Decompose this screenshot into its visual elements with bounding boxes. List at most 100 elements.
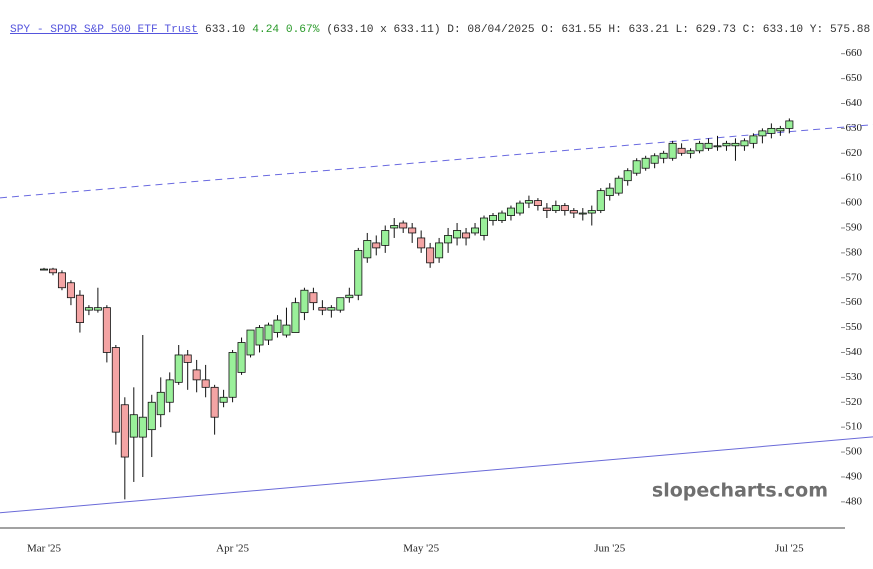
- candle-body: [408, 227, 417, 234]
- candle-body: [93, 307, 102, 311]
- y-tick-label: 640: [846, 97, 863, 109]
- candle-body: [75, 294, 84, 323]
- y-tick-label: 530: [846, 371, 863, 383]
- candle-body: [48, 268, 57, 274]
- candle-body: [246, 329, 255, 356]
- candle-body: [138, 416, 147, 438]
- symbol-link[interactable]: SPY - SPDR S&P 500 ETF Trust: [10, 24, 198, 36]
- candle-body: [650, 155, 659, 164]
- candle-body: [111, 347, 120, 433]
- candle-body: [336, 297, 345, 311]
- candle-body: [686, 150, 695, 154]
- candle-body: [354, 249, 363, 296]
- candle-body: [372, 242, 381, 249]
- watermark: slopecharts.com: [652, 480, 828, 502]
- candle-body: [668, 142, 677, 159]
- candle-body: [345, 294, 354, 299]
- candle-body: [506, 207, 515, 216]
- candle-body: [551, 205, 560, 211]
- candle-body: [704, 142, 713, 149]
- candle-body: [722, 142, 731, 147]
- trendline: [0, 124, 873, 199]
- candle-body: [740, 140, 749, 147]
- y-tick-label: 560: [846, 296, 863, 308]
- y-tick-label: 630: [846, 122, 863, 134]
- candle-body: [156, 391, 165, 416]
- candle-body: [66, 282, 75, 299]
- candle-body: [767, 127, 776, 134]
- candle-body: [57, 272, 66, 289]
- candle-body: [120, 404, 129, 458]
- y-tick-label: 600: [846, 197, 863, 209]
- candle-body: [282, 324, 291, 336]
- y-tick-label: 650: [846, 72, 863, 84]
- candle-body: [426, 247, 435, 264]
- candle-body: [174, 354, 183, 383]
- candle-body: [84, 307, 93, 311]
- candle-body: [587, 210, 596, 214]
- candle-body: [291, 302, 300, 333]
- last-price: 633.10: [204, 24, 246, 36]
- y-tick-label: 590: [846, 222, 863, 234]
- y-tick-label: 570: [846, 271, 863, 283]
- candle-body: [165, 379, 174, 403]
- candle-body: [731, 142, 740, 147]
- candle-body: [596, 190, 605, 211]
- candle-body: [614, 177, 623, 194]
- x-tick-label: Jul '25: [775, 543, 804, 555]
- candle-body: [758, 130, 767, 137]
- candle-body: [417, 237, 426, 249]
- candle-body: [749, 135, 758, 144]
- quote-header: SPY - SPDR S&P 500 ETF Trust 633.10 4.24…: [10, 24, 870, 36]
- quote-details: (633.10 x 633.11) D: 08/04/2025 O: 631.5…: [326, 24, 871, 36]
- candle-body: [102, 307, 111, 353]
- candle-body: [129, 414, 138, 438]
- y-tick-label: 620: [846, 147, 863, 159]
- candle-body: [569, 210, 578, 214]
- candle-body: [40, 268, 49, 271]
- candle-body: [605, 187, 614, 197]
- candle-body: [641, 157, 650, 169]
- candle-body: [524, 200, 533, 204]
- candle-body: [435, 242, 444, 259]
- candle-body: [623, 170, 632, 182]
- y-tick-label: 520: [846, 396, 863, 408]
- x-tick-label: Apr '25: [216, 543, 249, 555]
- y-tick-label: 610: [846, 172, 863, 184]
- trendline: [0, 436, 873, 514]
- y-tick-label: 660: [846, 47, 863, 59]
- candle-body: [713, 145, 722, 148]
- y-tick-label: 490: [846, 470, 863, 482]
- y-tick-label: 540: [846, 346, 863, 358]
- candle-body: [363, 240, 372, 259]
- candle-body: [210, 386, 219, 418]
- candle-body: [219, 396, 228, 403]
- candle-body: [462, 232, 471, 239]
- candle-body: [147, 401, 156, 431]
- candle-body: [237, 342, 246, 373]
- candle-body: [776, 127, 785, 132]
- candle-body: [533, 200, 542, 206]
- candle-body: [300, 289, 309, 314]
- candle-body: [327, 307, 336, 311]
- candle-body: [695, 142, 704, 152]
- candle-body: [560, 205, 569, 211]
- x-tick-label: Jun '25: [594, 543, 626, 555]
- candle-body: [578, 212, 587, 215]
- candle-body: [264, 324, 273, 341]
- candle-body: [390, 225, 399, 229]
- candle-body: [444, 235, 453, 244]
- candle-body: [515, 202, 524, 214]
- candle-body: [632, 160, 641, 174]
- candle-body: [677, 147, 686, 154]
- y-tick-label: 510: [846, 421, 863, 433]
- candle-body: [542, 207, 551, 211]
- candle-body: [497, 212, 506, 221]
- candle-body: [399, 222, 408, 229]
- y-tick-label: 480: [846, 495, 863, 507]
- candle-body: [192, 369, 201, 381]
- candle-body: [309, 292, 318, 304]
- candle-body: [381, 230, 390, 246]
- candle-body: [488, 215, 497, 221]
